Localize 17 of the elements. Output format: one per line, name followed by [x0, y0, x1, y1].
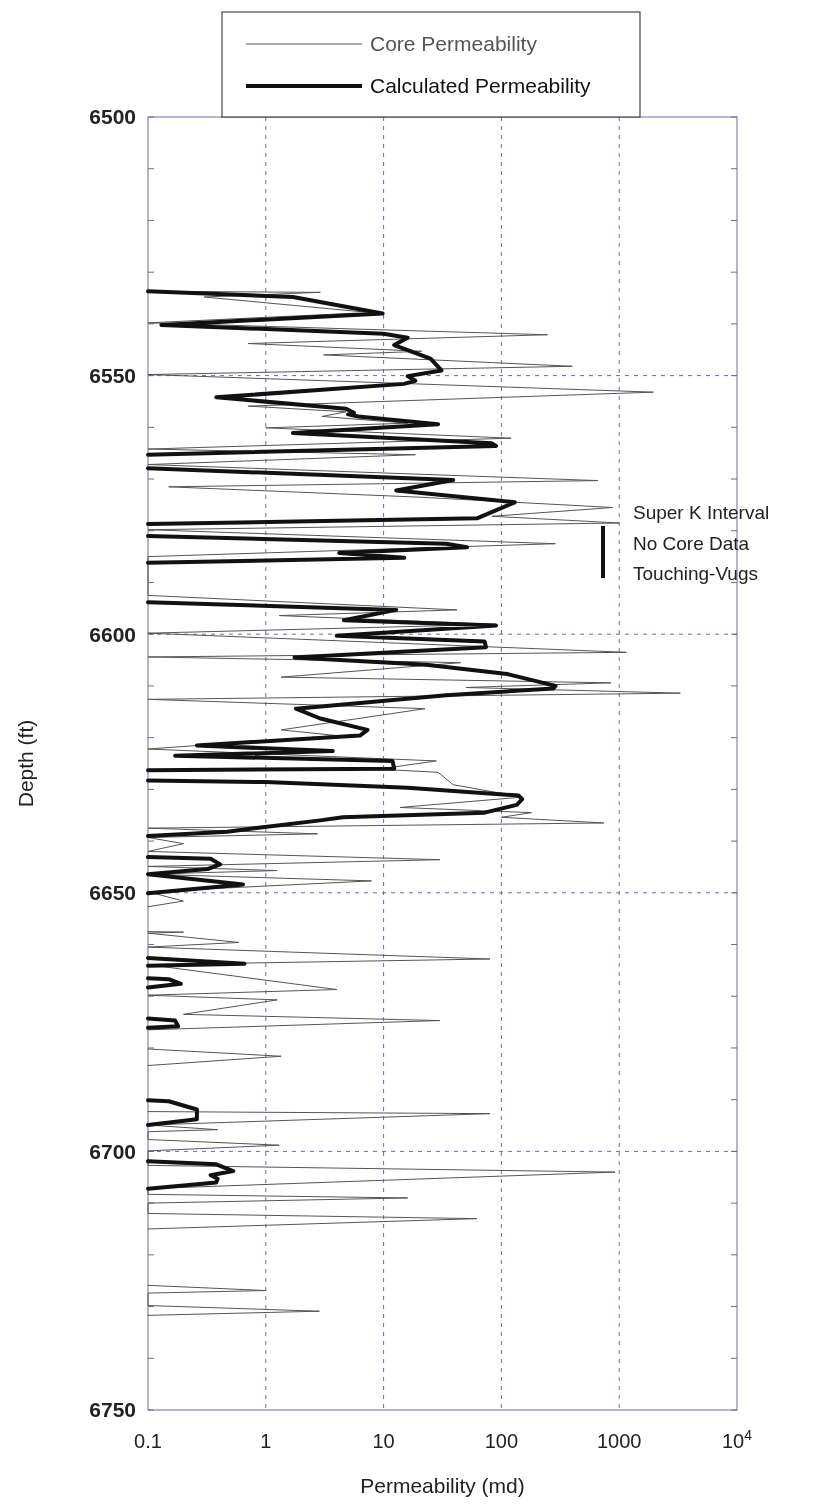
x-axis-title: Permeability (md) — [360, 1474, 525, 1497]
x-tick-label: 0.1 — [134, 1430, 162, 1452]
text: Core Permeability — [370, 32, 538, 55]
text: Calculated Permeability — [370, 74, 592, 97]
x-tick-label: 10 — [372, 1430, 395, 1452]
y-tick-label: 6600 — [89, 622, 136, 646]
y-tick-label: 6650 — [89, 881, 136, 905]
y-tick-label: 6500 — [89, 105, 136, 129]
x-tick-label: 1000 — [596, 1430, 642, 1452]
annotation: Super K Interval No Core Data Touching-Vugs — [633, 502, 770, 584]
y-tick-label: 6750 — [89, 1398, 136, 1422]
y-tick-label: 6550 — [89, 363, 136, 387]
x-tick-label: 1 — [260, 1430, 272, 1452]
x-tick-label: 10$^{4}$ — [721, 1427, 753, 1452]
y-tick-label: 6700 — [89, 1139, 136, 1163]
x-tick-label: 100 — [484, 1430, 519, 1452]
y-axis-title: Depth (ft) — [14, 719, 37, 808]
